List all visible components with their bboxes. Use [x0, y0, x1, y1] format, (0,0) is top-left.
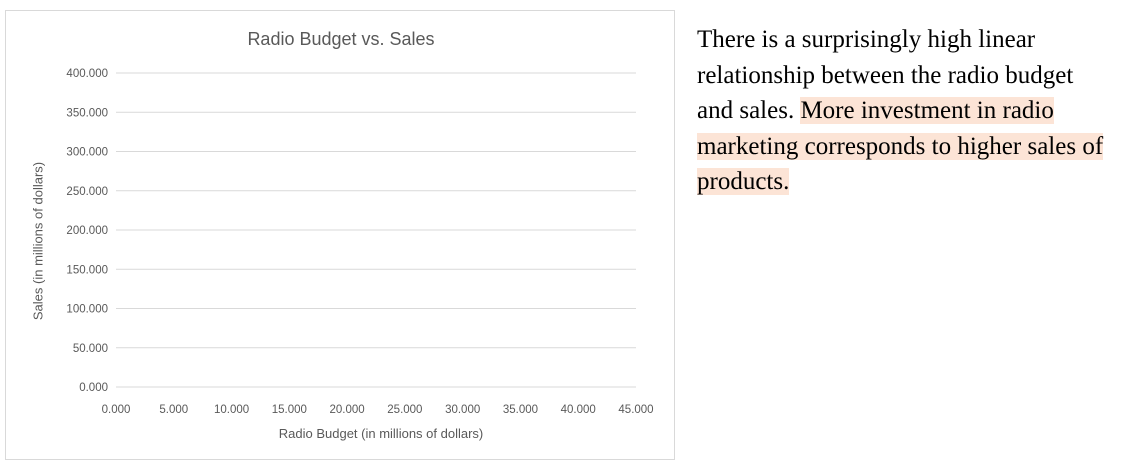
y-tick-label: 0.000 [79, 382, 108, 394]
x-axis-title: Radio Budget (in millions of dollars) [278, 426, 484, 441]
scatter-plot: 0.000 50.000 100.000 150.000 200.000 250.000 3… [66, 68, 654, 416]
y-tick-label: 100.000 [66, 304, 108, 316]
y-tick-label: 150.000 [66, 264, 108, 276]
x-tick-label: 10.000 [214, 404, 249, 416]
x-tick-label: 30.000 [445, 404, 480, 416]
y-tick-label: 200.000 [66, 225, 108, 237]
y-tick-label: 350.000 [66, 107, 108, 119]
y-tick-labels: 0.000 50.000 100.000 150.000 200.000 250.000 3… [66, 68, 108, 394]
chart-title: Radio Budget vs. Sales [247, 29, 435, 49]
y-tick-label: 250.000 [66, 186, 108, 198]
y-tick-label: 300.000 [66, 147, 108, 159]
x-tick-label: 45.000 [618, 404, 653, 416]
gridlines [116, 72, 636, 388]
x-tick-label: 0.000 [102, 404, 131, 416]
y-tick-label: 400.000 [66, 68, 108, 80]
commentary-plain: There is a surprisingly high linear rela… [697, 26, 1074, 124]
x-tick-label: 25.000 [387, 404, 422, 416]
y-tick-label: 50.000 [73, 343, 108, 355]
x-tick-label: 15.000 [272, 404, 307, 416]
x-tick-labels: 0.000 5.000 10.000 15.000 20.000 25.000 30.000… [102, 404, 654, 416]
x-tick-label: 20.000 [330, 404, 365, 416]
x-tick-label: 35.000 [503, 404, 538, 416]
y-axis-title: Sales (in millions of dollars) [30, 161, 46, 321]
x-tick-label: 5.000 [159, 404, 188, 416]
x-tick-label: 40.000 [561, 404, 596, 416]
commentary-text: There is a surprisingly high linear rela… [697, 22, 1112, 200]
chart-container: 0.000 50.000 100.000 150.000 200.000 250.000 3… [5, 10, 675, 460]
